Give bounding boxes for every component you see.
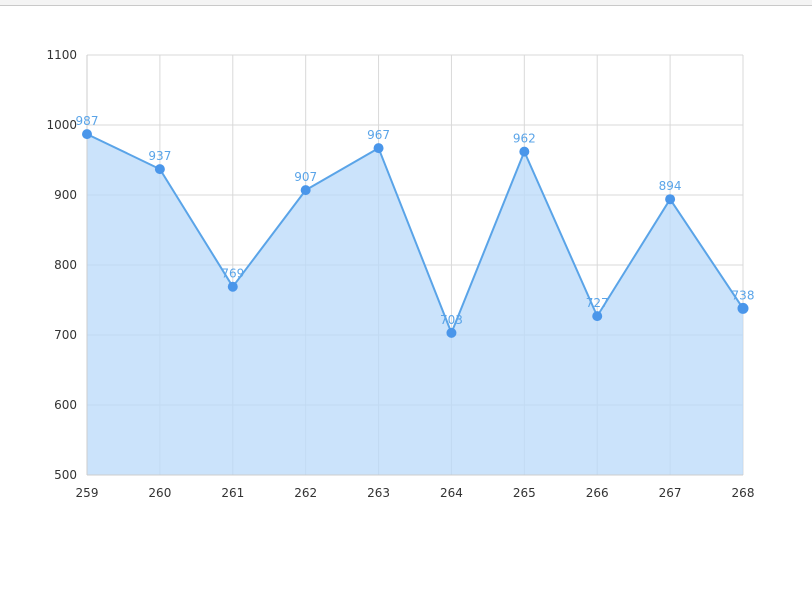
data-points — [82, 129, 749, 338]
x-tick-label: 261 — [221, 486, 244, 500]
y-tick-label: 900 — [54, 188, 77, 202]
data-label: 907 — [294, 170, 317, 184]
data-point — [300, 185, 311, 196]
data-label: 937 — [148, 149, 171, 163]
data-point — [82, 129, 92, 140]
data-label: 967 — [367, 128, 390, 142]
data-labels: 987 937 769 907 967 703 962 727 894 738 — [76, 114, 755, 327]
window-top-bar — [0, 0, 812, 6]
data-label: 769 — [221, 267, 244, 281]
series-line — [86, 133, 744, 334]
data-label: 962 — [513, 132, 536, 146]
x-tick-label: 266 — [586, 486, 609, 500]
data-label: 727 — [586, 296, 609, 310]
x-tick-label: 259 — [76, 486, 99, 500]
data-label: 703 — [440, 313, 463, 327]
y-tick-label: 1000 — [46, 118, 77, 132]
x-tick-label: 267 — [659, 486, 682, 500]
x-tick-label: 262 — [294, 486, 317, 500]
x-tick-label: 264 — [440, 486, 463, 500]
data-point — [373, 143, 384, 154]
data-point — [446, 327, 457, 338]
data-point — [737, 302, 749, 314]
data-point — [154, 164, 165, 175]
x-tick-label: 260 — [148, 486, 171, 500]
y-tick-label: 800 — [54, 258, 77, 272]
axes: 500 600 700 800 900 1000 1100 259 260 261 262 263 26… — [46, 48, 754, 500]
data-label: 987 — [76, 114, 99, 128]
series-line-layer — [86, 133, 744, 334]
series-area — [87, 134, 743, 475]
x-tick-label: 265 — [513, 486, 536, 500]
data-label: 894 — [659, 179, 682, 193]
data-point — [665, 194, 676, 205]
y-tick-label: 600 — [54, 398, 77, 412]
data-point — [227, 281, 238, 292]
x-tick-label: 263 — [367, 486, 390, 500]
data-point — [592, 311, 603, 322]
y-tick-label: 500 — [54, 468, 77, 482]
area-layer — [87, 134, 743, 475]
data-point — [519, 146, 530, 157]
y-tick-label: 700 — [54, 328, 77, 342]
x-tick-label: 268 — [732, 486, 755, 500]
data-label: 738 — [732, 288, 755, 302]
y-tick-label: 1100 — [46, 48, 77, 62]
